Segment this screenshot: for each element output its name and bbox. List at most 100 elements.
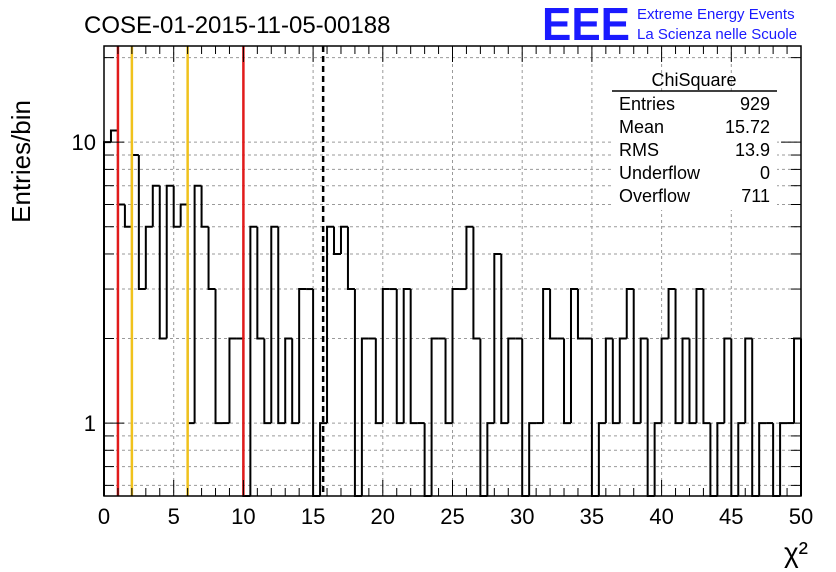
histogram-bin bbox=[179, 203, 188, 227]
histogram-bin bbox=[291, 338, 300, 425]
histogram-bin bbox=[716, 422, 725, 496]
x-tick-label: 45 bbox=[719, 504, 743, 529]
histogram-bin bbox=[744, 337, 753, 424]
x-tick-label: 5 bbox=[168, 504, 180, 529]
histogram-bin bbox=[793, 337, 801, 424]
histogram-bin bbox=[270, 225, 279, 424]
histogram-bin bbox=[521, 338, 530, 497]
histogram-bin bbox=[333, 226, 341, 255]
logo-line1: Extreme Energy Events bbox=[637, 6, 795, 23]
histogram-bin bbox=[702, 289, 711, 425]
histogram-bin bbox=[256, 226, 265, 340]
x-tick-label: 10 bbox=[231, 504, 255, 529]
histogram-bin bbox=[312, 289, 321, 497]
logo-line2: La Scienza nelle Scuole bbox=[637, 26, 797, 43]
histogram-bin bbox=[346, 226, 355, 291]
histogram-bin bbox=[479, 338, 488, 497]
stats-label: Mean bbox=[619, 117, 664, 137]
eee-logo: EEE Extreme Energy Events La Scienza nel… bbox=[542, 0, 797, 50]
x-tick-label: 35 bbox=[580, 504, 604, 529]
stats-label: Overflow bbox=[619, 186, 691, 206]
histogram-bin bbox=[228, 337, 237, 424]
histogram-bin bbox=[326, 225, 335, 424]
plot-frame bbox=[103, 45, 802, 497]
histogram-bin bbox=[737, 422, 746, 496]
histogram-bin bbox=[103, 141, 111, 496]
axes: 0 5 10 15 20 25 30 35 40 45 50 1 10 bbox=[72, 45, 813, 529]
histogram-bin bbox=[284, 337, 293, 424]
histogram-bin bbox=[597, 422, 606, 496]
histogram-bin bbox=[646, 338, 655, 497]
histogram-bin bbox=[542, 288, 551, 424]
stats-label: RMS bbox=[619, 140, 659, 160]
histogram-bin bbox=[395, 289, 404, 425]
histogram-bin bbox=[486, 422, 495, 496]
histogram-bin bbox=[165, 184, 174, 339]
y-axis-label: Entries/bin bbox=[6, 100, 36, 223]
x-tick-label: 20 bbox=[371, 504, 395, 529]
y-tick-label: 10 bbox=[72, 130, 96, 155]
histogram-bin bbox=[277, 226, 286, 425]
histogram-bin bbox=[611, 338, 620, 425]
histogram-bin bbox=[109, 129, 118, 143]
stats-value: 15.72 bbox=[725, 117, 770, 137]
histogram-bin bbox=[667, 288, 676, 339]
histogram-bin bbox=[123, 204, 132, 228]
histogram-bin bbox=[569, 288, 578, 424]
histogram-bin bbox=[576, 289, 585, 340]
histogram-bin bbox=[360, 337, 369, 496]
histogram-bin bbox=[730, 338, 739, 497]
x-axis-label: χ² bbox=[784, 537, 808, 568]
chart-title: COSE-01-2015-11-05-00188 bbox=[84, 12, 390, 39]
x-tick-label: 40 bbox=[649, 504, 673, 529]
histogram-bin bbox=[465, 225, 474, 290]
histogram-bin bbox=[207, 226, 216, 291]
x-tick-label: 50 bbox=[789, 504, 813, 529]
histogram-bin bbox=[151, 184, 160, 227]
stats-value: 929 bbox=[740, 94, 770, 114]
histogram-bin bbox=[604, 337, 613, 424]
histogram-bin bbox=[695, 288, 704, 424]
histogram-bin bbox=[590, 338, 599, 497]
histogram-bin bbox=[137, 155, 146, 291]
y-tick-label: 1 bbox=[84, 411, 96, 436]
stats-label: Underflow bbox=[619, 163, 701, 183]
histogram-bin bbox=[625, 288, 634, 339]
histogram-bin bbox=[158, 185, 167, 340]
histogram-bin bbox=[758, 422, 767, 496]
reference-lines bbox=[116, 46, 325, 496]
histogram-bin bbox=[402, 288, 411, 424]
stats-value: 13.9 bbox=[735, 140, 770, 160]
histogram-bin bbox=[639, 337, 648, 424]
histogram-bin bbox=[249, 225, 258, 496]
histogram-bin bbox=[451, 288, 460, 424]
histogram-bin bbox=[409, 289, 418, 425]
histogram-bin bbox=[723, 337, 732, 424]
histogram-bin bbox=[374, 338, 383, 425]
histogram-bin bbox=[507, 337, 516, 424]
histogram-bin bbox=[172, 185, 181, 228]
histogram-bin bbox=[430, 337, 439, 496]
histogram-bin bbox=[263, 338, 272, 425]
histogram-bin bbox=[493, 252, 502, 424]
histogram-bin bbox=[339, 225, 348, 254]
histogram-bin bbox=[214, 289, 223, 425]
histogram-bin bbox=[549, 289, 558, 340]
histogram-bin bbox=[444, 338, 453, 425]
histogram-bin bbox=[681, 337, 690, 424]
histogram-bin bbox=[618, 337, 627, 424]
histogram-bin bbox=[500, 253, 509, 425]
histogram-bin bbox=[200, 185, 209, 228]
histogram-bin bbox=[298, 288, 307, 424]
histogram-bin bbox=[381, 288, 390, 424]
histogram-bin bbox=[319, 422, 328, 496]
x-tick-label: 25 bbox=[440, 504, 464, 529]
histogram-bin bbox=[144, 225, 153, 290]
x-tick-label: 30 bbox=[510, 504, 534, 529]
histogram-bin bbox=[353, 289, 362, 497]
histogram-bin bbox=[660, 337, 669, 424]
stats-box: ChiSquare Entries 929 Mean 15.72 RMS 13.9 Unde… bbox=[611, 70, 777, 210]
logo-mark: EEE bbox=[542, 0, 630, 50]
histogram-bin bbox=[193, 184, 202, 424]
